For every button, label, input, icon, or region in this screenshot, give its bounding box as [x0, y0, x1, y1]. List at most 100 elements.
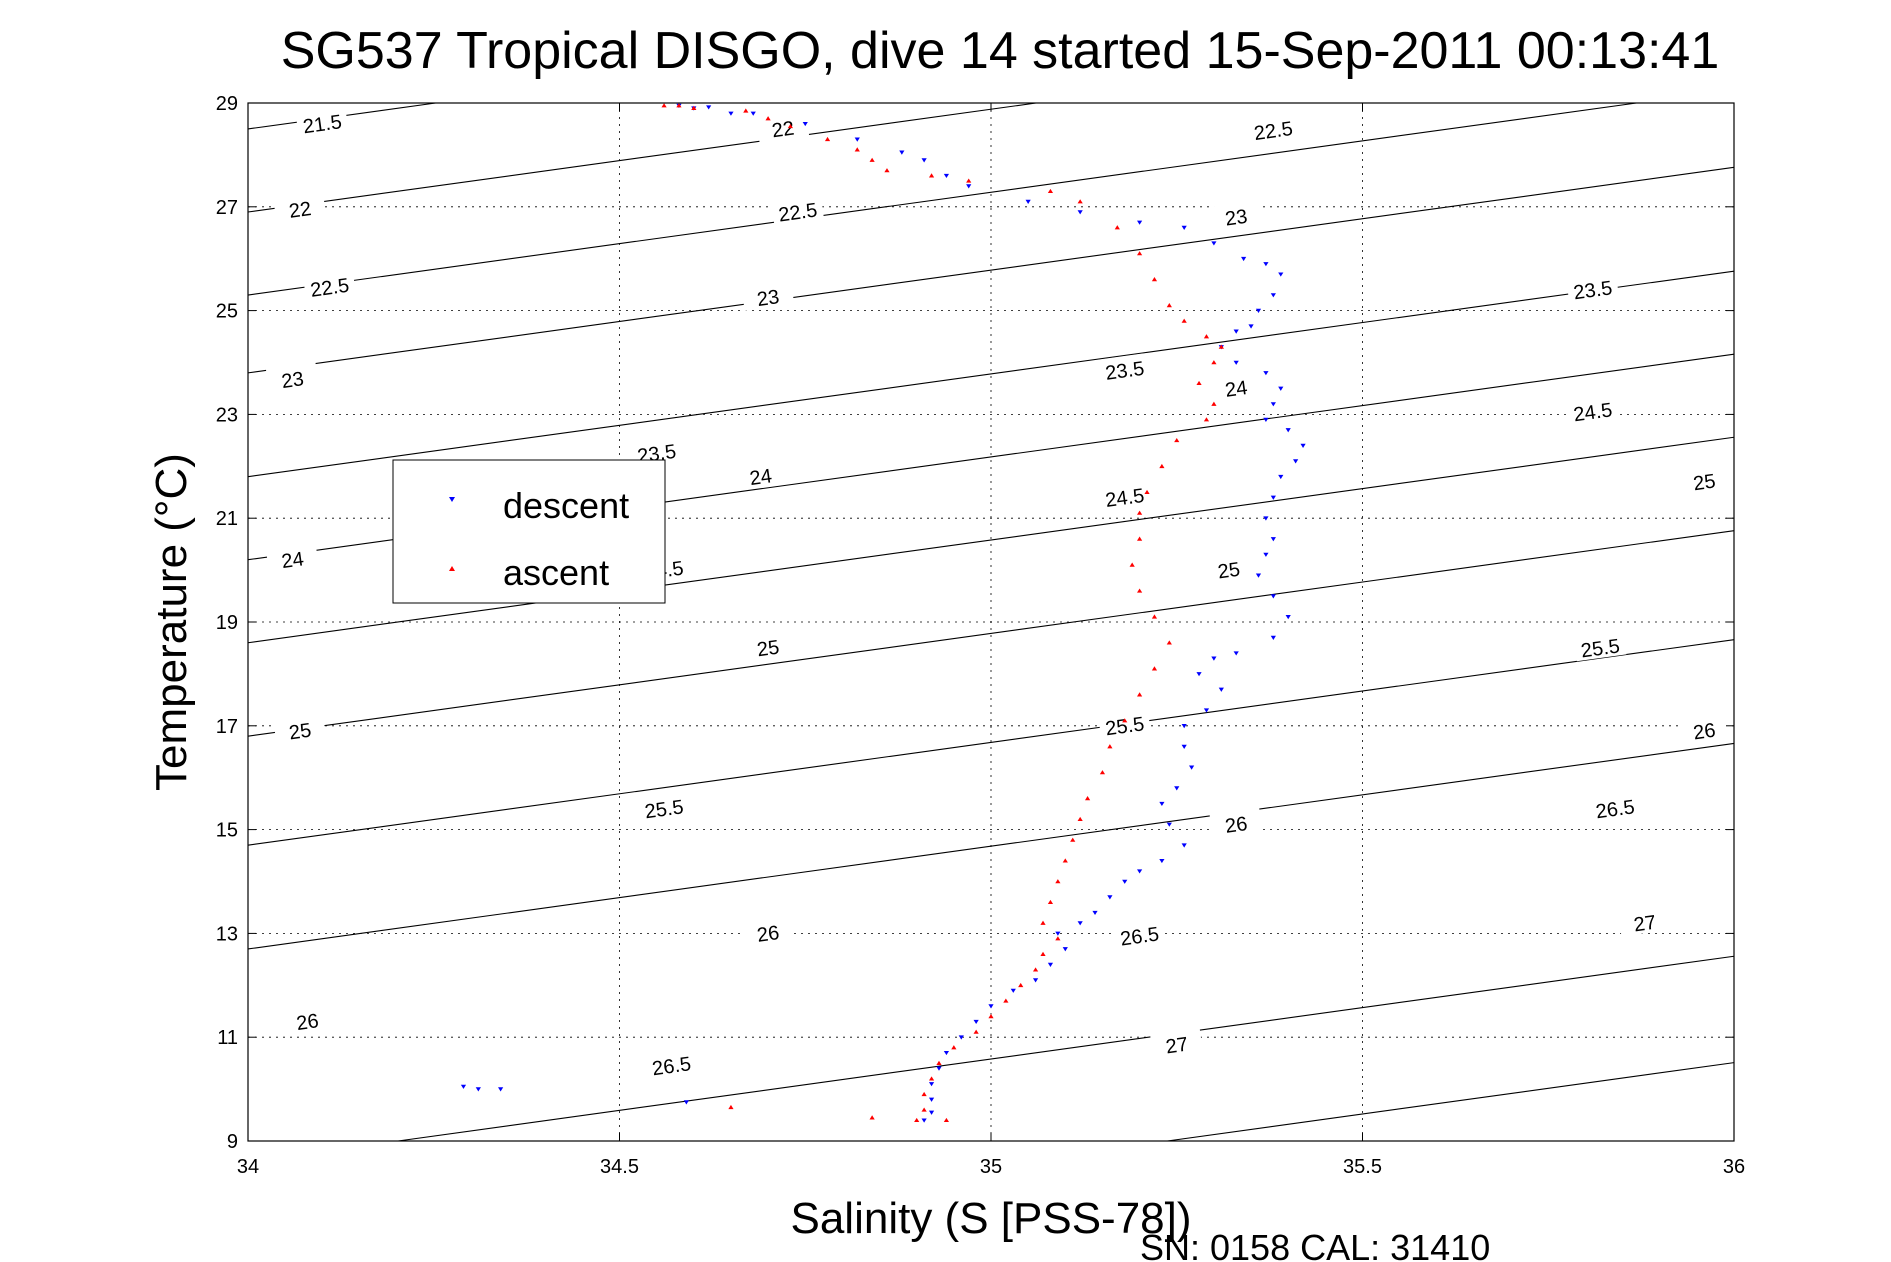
ascent-point	[1047, 188, 1054, 194]
descent-point	[802, 121, 808, 127]
contour-label: 24	[1224, 377, 1249, 402]
ascent-point	[1003, 998, 1009, 1003]
ascent-point	[1114, 225, 1120, 230]
descent-point	[1181, 843, 1187, 848]
ascent-point	[1055, 879, 1061, 884]
contour-label-bg	[303, 269, 356, 301]
ascent-point	[1196, 380, 1202, 386]
ascent-point	[1018, 982, 1024, 988]
ascent-point	[1151, 277, 1158, 282]
contour-label: 27	[1164, 1034, 1189, 1059]
descent-point	[475, 1087, 481, 1092]
contour-line	[1167, 1062, 1735, 1142]
contour-label: 25.5	[1104, 713, 1146, 740]
contour-label-bg	[280, 1004, 334, 1035]
descent-point	[1293, 459, 1299, 464]
contour-label-bg	[1098, 352, 1151, 384]
contour-label: 22	[288, 198, 313, 223]
y-tick-label: 21	[216, 508, 238, 530]
contour-line	[247, 102, 1037, 213]
ascent-point	[765, 116, 771, 121]
contour-label-bg	[1566, 394, 1619, 426]
ascent-point	[869, 157, 875, 162]
descent-point	[928, 1082, 935, 1087]
ascent-point	[691, 105, 697, 110]
contour-label-bg	[1677, 713, 1731, 745]
ascent-point	[1181, 318, 1187, 323]
descent-point	[706, 105, 712, 110]
ascent-point	[661, 103, 667, 108]
descent-point	[728, 111, 734, 116]
descent-point	[1166, 822, 1172, 827]
contour-label-bg	[273, 713, 327, 745]
descent-point	[1263, 262, 1269, 267]
descent-point	[1062, 947, 1068, 952]
ascent-point	[854, 147, 860, 152]
descent-point	[1025, 199, 1031, 205]
y-tick-label: 27	[216, 197, 238, 219]
y-tick-label: 25	[216, 301, 238, 323]
descent-point	[921, 158, 927, 163]
contour-label-bg	[1573, 630, 1627, 662]
descent-point	[1122, 879, 1128, 884]
contour-label: 26.5	[1594, 796, 1636, 823]
ascent-point	[943, 1117, 950, 1123]
descent-point	[1278, 386, 1284, 391]
y-axis-label: Temperature (°C)	[147, 453, 196, 791]
serial-calibration-text: SN: 0158 CAL: 31410	[1140, 1227, 1490, 1262]
descent-point	[1174, 786, 1180, 791]
descent-point	[1107, 895, 1113, 900]
descent-point	[1263, 516, 1269, 521]
contour-label-bg	[1150, 1027, 1203, 1059]
ascent-point	[1151, 614, 1158, 619]
descent-point	[958, 1035, 964, 1040]
descent-point	[1092, 910, 1098, 916]
descent-point	[899, 150, 905, 155]
contour-label: 25	[1216, 559, 1241, 584]
descent-point	[1032, 978, 1039, 983]
x-axis-label: Salinity (S [PSS-78])	[790, 1194, 1191, 1243]
legend-ascent-marker	[449, 566, 455, 571]
descent-point	[936, 1066, 942, 1071]
contour-line	[247, 639, 1735, 846]
ascent-point	[1040, 920, 1046, 925]
descent-point	[1218, 687, 1224, 692]
ascent-point	[1107, 744, 1113, 749]
descent-point	[1137, 869, 1143, 874]
contour-label: 25	[756, 637, 781, 662]
descent-point	[1263, 417, 1269, 422]
descent-point	[460, 1084, 467, 1089]
descent-point	[943, 1050, 950, 1056]
descent-point	[1189, 765, 1195, 770]
grid-lines	[248, 103, 1734, 1141]
contour-label-bg	[1677, 464, 1731, 496]
contour-line	[247, 436, 1735, 644]
ascent-point	[1032, 967, 1039, 972]
chart-title: SG537 Tropical DISGO, dive 14 started 15…	[281, 22, 1720, 80]
contour-label-bg	[637, 791, 691, 823]
data-points	[460, 103, 1306, 1123]
ascent-point	[1137, 692, 1143, 697]
contour-label: 23	[756, 286, 781, 311]
y-tick-label: 29	[216, 93, 238, 115]
contour-label: 25	[288, 720, 313, 745]
x-tick-label: 35	[980, 1156, 1002, 1178]
descent-point	[1211, 656, 1217, 661]
descent-point	[1255, 573, 1262, 578]
ascent-point	[1055, 936, 1061, 941]
descent-point	[928, 1097, 935, 1102]
contour-label: 24	[280, 548, 305, 573]
descent-point	[1270, 635, 1276, 640]
y-axis-ticks: 9 11 13 15 17 19 21 23 25 27 29	[216, 93, 1734, 1153]
ascent-point	[869, 1115, 875, 1120]
ascent-point	[824, 136, 831, 142]
contour-label-bg	[1618, 905, 1671, 937]
ascent-point	[1166, 640, 1172, 645]
contour-label-bg	[265, 362, 319, 393]
descent-point	[1137, 220, 1143, 225]
ascent-point	[1129, 562, 1135, 567]
x-tick-label: 35.5	[1343, 1156, 1382, 1178]
descent-point	[1181, 744, 1187, 749]
ascent-point	[1159, 463, 1165, 469]
x-axis-ticks: 34 34.5 35 35.5 36	[237, 103, 1745, 1178]
